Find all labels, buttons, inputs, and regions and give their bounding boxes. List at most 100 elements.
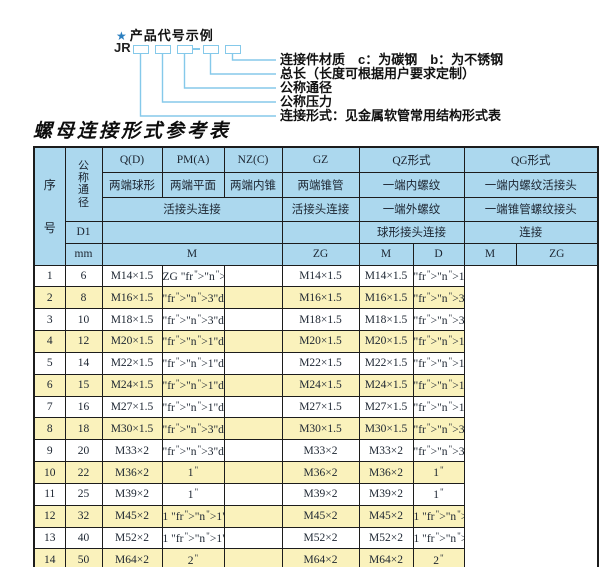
cell-qg-zg: "fr">"n">1"d">4" bbox=[412, 264, 465, 288]
cell-qg-zg: "fr">"n">1"d">2" bbox=[412, 395, 465, 419]
cell-qg-m: M52×2 bbox=[358, 526, 414, 550]
header-code-GZ: GZ bbox=[281, 146, 360, 173]
diagram-label-diameter: 公称通径 bbox=[280, 80, 333, 95]
diagram-heading-text: 产品代号示例 bbox=[129, 28, 214, 43]
cell-dn: 18 bbox=[64, 417, 103, 441]
cell-zg: "fr">"n">1"d">2" bbox=[161, 395, 225, 419]
cell-dn: 25 bbox=[64, 482, 103, 506]
cell-m: M64×2 bbox=[101, 548, 163, 567]
nut-connection-table: 序号公称通径 Q(D) PM(A) NZ(C) GZ QZ形式 QG形式 两端球形 两端平面 两端… bbox=[33, 146, 599, 567]
product-code-prefix: JR bbox=[114, 40, 131, 55]
cell-qz-m bbox=[223, 439, 283, 463]
header-desc-4: 两端锥管 bbox=[281, 171, 360, 198]
cell-qg-zg: "fr">"n">1"d">2" bbox=[412, 373, 465, 397]
cell-qz-d: M30×1.5 bbox=[281, 417, 360, 441]
cell-qg-zg: 1 "fr">"n">1"d">2" bbox=[412, 526, 465, 550]
cell-qg-m: M14×1.5 bbox=[358, 264, 414, 288]
cell-zg: "fr">"n">1"d">2" bbox=[161, 351, 225, 375]
header-desc-3: 两端内锥 bbox=[223, 171, 283, 198]
cell-qz-m bbox=[223, 264, 283, 288]
header-dn: 公称通径 bbox=[64, 146, 103, 222]
cell-m: M16×1.5 bbox=[101, 286, 163, 310]
cell-m: M24×1.5 bbox=[101, 373, 163, 397]
cell-dn: 22 bbox=[64, 461, 103, 484]
table-row: 514M22×1.5"fr">"n">1"d">2"M22×1.5M22×1.5… bbox=[33, 351, 598, 375]
cell-m: M27×1.5 bbox=[101, 395, 163, 419]
cell-qz-m bbox=[223, 308, 283, 332]
cell-seq: 13 bbox=[33, 526, 66, 550]
diagram-heading: ★ 产品代号示例 bbox=[116, 25, 214, 44]
cell-qg-m: M20×1.5 bbox=[358, 330, 414, 353]
cell-qg-zg: 1 "fr">"n">1"d">4" bbox=[412, 504, 465, 528]
cell-qg-m: M18×1.5 bbox=[358, 308, 414, 332]
cell-qg-m: M64×2 bbox=[358, 548, 414, 567]
cell-dn: 6 bbox=[64, 264, 103, 288]
diagram-label-connection: 连接形式：见金属软管常用结构形式表 bbox=[280, 108, 502, 123]
cell-seq: 1 bbox=[33, 264, 66, 288]
cell-seq: 5 bbox=[33, 351, 66, 375]
cell-dn: 16 bbox=[64, 395, 103, 419]
cell-qg-m: M45×2 bbox=[358, 504, 414, 528]
header-row-1: 序号公称通径 Q(D) PM(A) NZ(C) GZ QZ形式 QG形式 bbox=[33, 146, 599, 266]
cell-zg: 1 "fr">"n">1"d">2" bbox=[161, 526, 225, 550]
header-qz-desc3: 球形接头连接 bbox=[358, 220, 465, 244]
cell-dn: 14 bbox=[64, 351, 103, 375]
header-d1: D1 bbox=[64, 220, 103, 244]
table-title: 螺母连接形式参考表 bbox=[33, 121, 232, 142]
cell-seq: 2 bbox=[33, 286, 66, 310]
star-icon: ★ bbox=[116, 29, 128, 43]
cell-qg-zg: 1" bbox=[412, 461, 465, 484]
header-qg-desc2: 一端锥管螺纹接头 bbox=[463, 196, 599, 222]
cell-qg-zg: "fr">"n">3"d">4" bbox=[412, 417, 465, 441]
header-unit-m: M bbox=[101, 242, 283, 266]
cell-qz-m bbox=[223, 482, 283, 506]
cell-m: M14×1.5 bbox=[101, 264, 163, 288]
cell-qz-d: M36×2 bbox=[281, 461, 360, 484]
leader-line-3 bbox=[183, 53, 276, 89]
diagram-label-pressure: 公称压力 bbox=[280, 94, 333, 109]
header-gz-union: 活接头连接 bbox=[281, 196, 360, 222]
table-row: 14 50 M64×2 2" M64×2 M64×2 2" bbox=[33, 548, 598, 567]
cell-qz-m bbox=[223, 417, 283, 441]
cell-seq: 9 bbox=[33, 439, 66, 463]
header-seq: 序号 bbox=[33, 146, 66, 266]
cell-m: M22×1.5 bbox=[101, 351, 163, 375]
table-row: 28M16×1.5"fr">"n">3"d">8"M16×1.5M16×1.5"… bbox=[33, 286, 598, 310]
cell-qz-m bbox=[223, 286, 283, 310]
table-row: 920M33×2"fr">"n">3"d">4"M33×2M33×2"fr">"… bbox=[33, 439, 598, 463]
cell-zg: "fr">"n">3"d">4" bbox=[161, 417, 225, 441]
cell-qz-d: M39×2 bbox=[281, 482, 360, 506]
header-row-4: D1 球形接头连接 连接 bbox=[34, 220, 599, 244]
table-header: 序号公称通径 Q(D) PM(A) NZ(C) GZ QZ形式 QG形式 两端球形 两端平面 两端… bbox=[33, 146, 599, 266]
cell-qz-d: M18×1.5 bbox=[281, 308, 360, 332]
cell-seq: 11 bbox=[33, 482, 66, 506]
cell-m: M33×2 bbox=[101, 439, 163, 463]
cell-dn: 8 bbox=[64, 286, 103, 310]
cell-zg: 1" bbox=[161, 482, 225, 506]
header-qz-unit-m: M bbox=[358, 242, 414, 266]
table-row: 716M27×1.5"fr">"n">1"d">2"M27×1.5M27×1.5… bbox=[33, 395, 598, 419]
header-row-2: 两端球形 两端平面 两端内锥 两端锥管 一端内螺纹 一端内螺纹活接头 bbox=[34, 171, 599, 198]
cell-dn: 40 bbox=[64, 526, 103, 550]
cell-qz-m bbox=[223, 548, 283, 567]
cell-m: M18×1.5 bbox=[101, 308, 163, 332]
cell-qz-d: M27×1.5 bbox=[281, 395, 360, 419]
cell-seq: 6 bbox=[33, 373, 66, 397]
header-mm: mm bbox=[64, 242, 103, 266]
cell-m: M20×1.5 bbox=[101, 330, 163, 353]
cell-dn: 15 bbox=[64, 373, 103, 397]
table-row: 615M24×1.5"fr">"n">1"d">2"M24×1.5M24×1.5… bbox=[33, 373, 598, 397]
header-row-5: mm M ZG M D M ZG bbox=[34, 242, 599, 266]
cell-seq: 14 bbox=[33, 548, 66, 567]
diagram-label-length: 总长（长度可根据用户要求定制） bbox=[280, 66, 476, 81]
cell-dn: 32 bbox=[64, 504, 103, 528]
header-group-qg: QG形式 bbox=[463, 146, 599, 173]
cell-zg: "fr">"n">3"d">8" bbox=[161, 286, 225, 310]
header-qz-desc1: 一端内螺纹 bbox=[358, 171, 465, 198]
cell-qg-m: M33×2 bbox=[358, 439, 414, 463]
cell-qg-m: M36×2 bbox=[358, 461, 414, 484]
